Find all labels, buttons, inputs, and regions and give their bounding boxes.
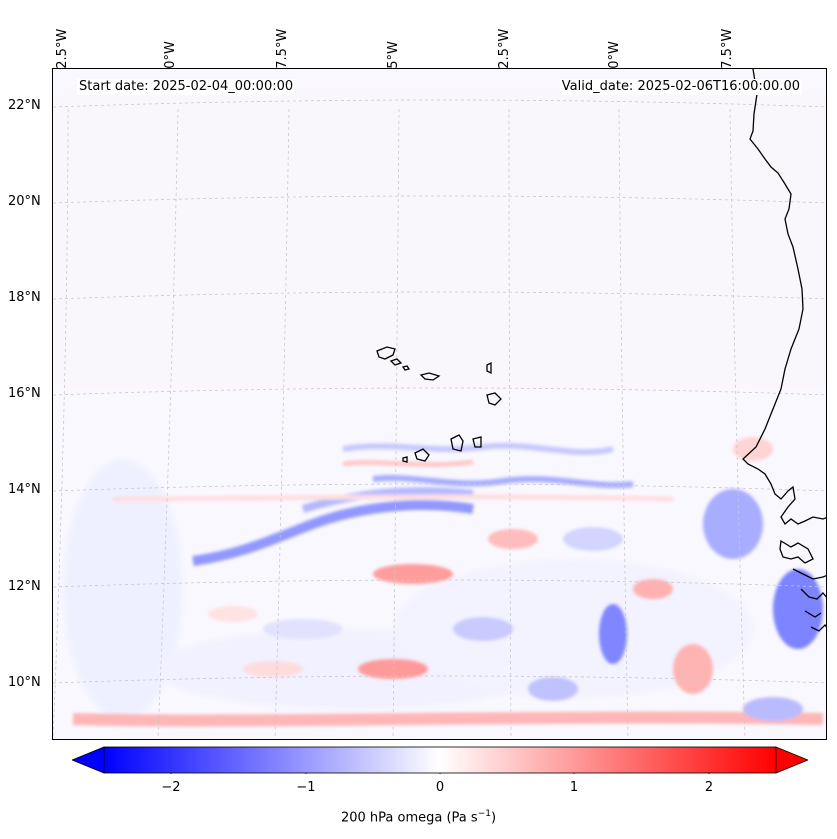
coastline xyxy=(376,69,826,632)
lat-label-18n: 18°N xyxy=(8,290,41,305)
lat-label-12n: 12°N xyxy=(8,579,41,594)
units: Pa s xyxy=(451,810,478,826)
map-panel: Start date: 2025-02-04_00:00:00 Valid_da… xyxy=(52,68,827,740)
colorbar-tick-label: −1 xyxy=(296,780,316,795)
start-date-annotation: Start date: 2025-02-04_00:00:00 xyxy=(77,79,296,95)
lat-label-14n: 14°N xyxy=(8,482,41,497)
variable-name: 200 hPa omega xyxy=(340,810,443,826)
colorbar-min-extension xyxy=(72,746,105,774)
colorbar-tick-label: 0 xyxy=(435,780,445,795)
colorbar-title: 200 hPa omega (Pa s−1) xyxy=(340,809,497,826)
colorbar-gradient xyxy=(103,746,777,774)
colorbar-tick-label: −2 xyxy=(161,780,181,795)
lat-label-16n: 16°N xyxy=(8,386,41,401)
graticule xyxy=(53,99,826,739)
lat-label-22n: 22°N xyxy=(8,98,41,113)
units-exponent: −1 xyxy=(477,809,491,819)
omega-field xyxy=(53,69,826,739)
colorbar-tick-label: 2 xyxy=(704,780,714,795)
lat-label-20n: 20°N xyxy=(8,194,41,209)
colorbar-max-extension xyxy=(775,746,808,774)
colorbar xyxy=(72,746,808,774)
colorbar-tick-label: 1 xyxy=(569,780,579,795)
valid-date-annotation: Valid_date: 2025-02-06T16:00:00.00 xyxy=(559,79,802,95)
lat-label-10n: 10°N xyxy=(8,675,41,690)
